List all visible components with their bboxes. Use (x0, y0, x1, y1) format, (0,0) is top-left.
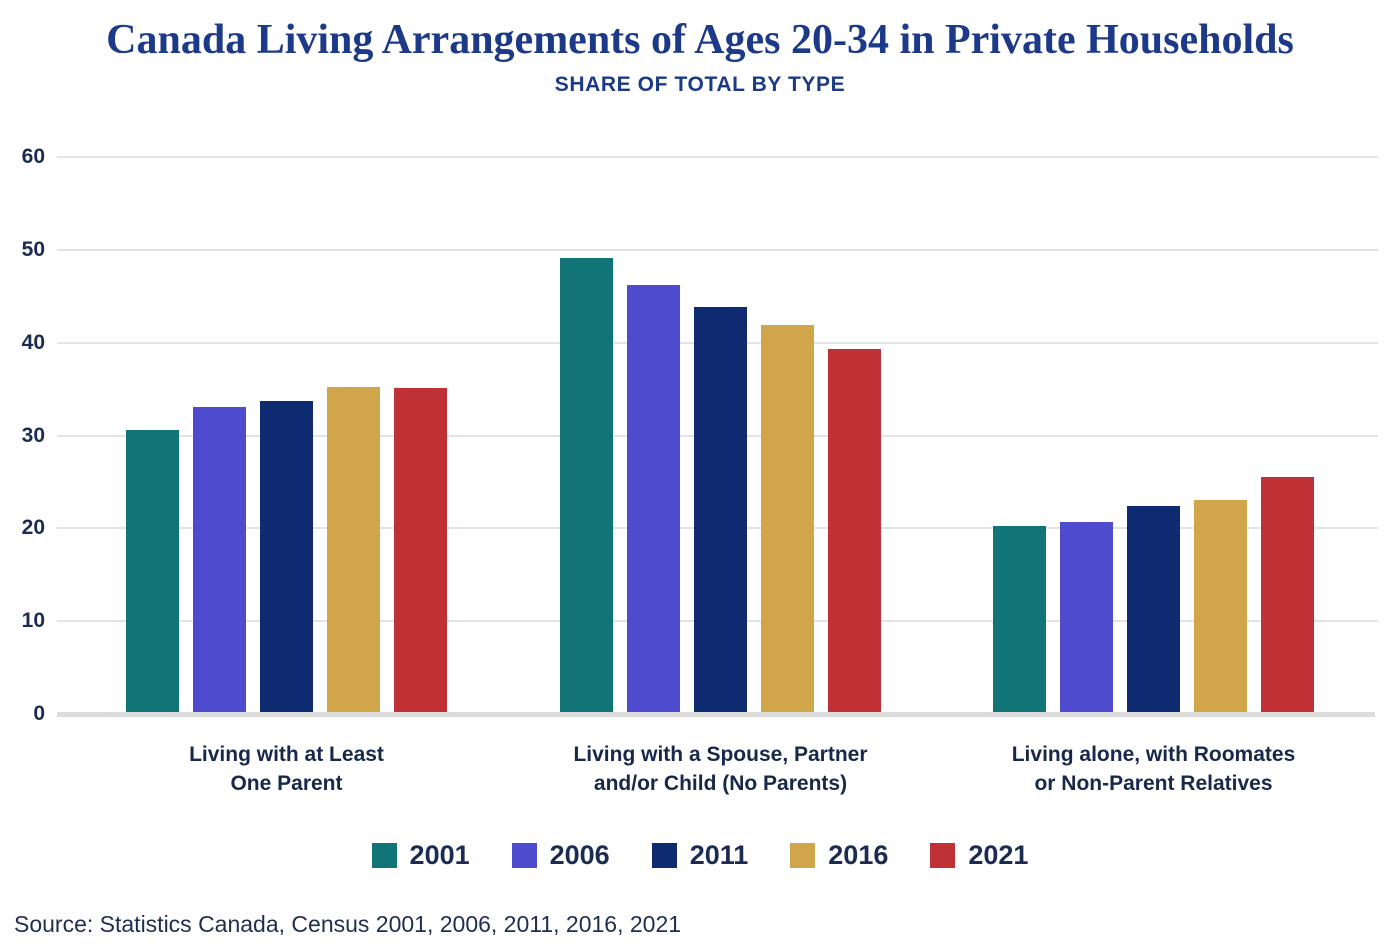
y-tick-label-10: 10 (21, 609, 45, 633)
legend-label: 2011 (689, 840, 749, 870)
bar-2011-group1 (260, 401, 313, 714)
bar-2021-group2 (828, 349, 881, 714)
y-tick-label-40: 40 (21, 330, 45, 354)
bar-2001-group1 (126, 429, 179, 714)
legend-label: 2001 (409, 840, 470, 870)
bar-2016-group1 (327, 387, 380, 714)
bar-2006-group1 (193, 406, 246, 714)
x-axis-baseline (57, 712, 1375, 717)
legend-label: 2006 (549, 840, 610, 870)
chart-subtitle: SHARE OF TOTAL BY TYPE (554, 73, 846, 96)
legend-swatch-2001 (371, 842, 397, 868)
y-tick-label-50: 50 (21, 237, 45, 261)
category-label: Living alone, with Roomates or Non-Paren… (1011, 743, 1296, 795)
legend: 2001 2006 2011 2016 2021 (0, 840, 1400, 870)
bar-2001-group2 (560, 258, 613, 714)
legend-item-2001: 2001 (371, 840, 470, 870)
bar-2011-group2 (694, 307, 747, 714)
source-note: Source: Statistics Canada, Census 2001, … (14, 911, 682, 937)
legend-item-2011: 2011 (651, 840, 749, 870)
bar-2006-group2 (627, 285, 680, 714)
gridline-60 (57, 156, 1378, 158)
y-tick-label-60: 60 (21, 145, 45, 168)
bar-2016-group2 (761, 325, 814, 714)
bar-2016-group3 (1194, 500, 1247, 714)
legend-label: 2016 (828, 840, 889, 870)
legend-item-2016: 2016 (790, 841, 888, 869)
legend-swatch-2016 (790, 842, 816, 868)
bar-2021-group3 (1261, 477, 1314, 714)
y-tick-label-20: 20 (21, 516, 45, 540)
legend-swatch-2006 (511, 842, 537, 868)
bar-2021-group1 (394, 388, 447, 714)
legend-label: 2021 (968, 840, 1029, 870)
category-label: Living with at Least One Parent (189, 743, 384, 795)
bar-2011-group3 (1127, 506, 1180, 714)
category-label: Living with a Spouse, Partner and/or Chi… (573, 743, 868, 795)
gridline-50 (57, 248, 1378, 251)
legend-swatch-2021 (930, 842, 956, 868)
legend-item-2021: 2021 (930, 841, 1028, 869)
y-tick-label-0: 0 (33, 702, 45, 725)
chart-title: Canada Living Arrangements of Ages 20-34… (106, 17, 1294, 63)
legend-item-2006: 2006 (511, 840, 610, 870)
y-tick-label-30: 30 (21, 423, 45, 447)
bar-2001-group3 (993, 526, 1046, 714)
legend-swatch-2011 (651, 842, 677, 868)
bar-2006-group3 (1060, 521, 1113, 714)
